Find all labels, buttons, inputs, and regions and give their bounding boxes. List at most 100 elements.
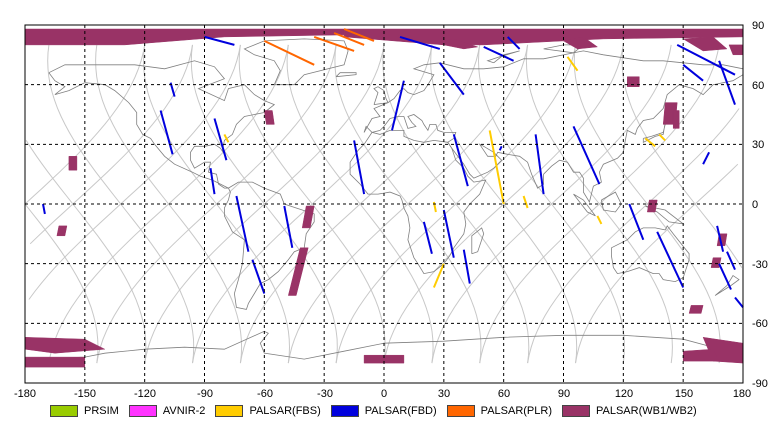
palsar-wb-swath <box>682 36 728 52</box>
palsar-wb-swath <box>24 356 86 368</box>
legend-item-palsar-wb: PALSAR(WB1/WB2) <box>562 405 697 417</box>
legend-label: PRSIM <box>84 405 119 417</box>
lon-tick-label: -30 <box>317 388 333 400</box>
map-background <box>25 25 743 383</box>
coastline-layer <box>24 38 744 360</box>
lon-tick-label: -60 <box>257 388 273 400</box>
palsar-fbs-swath <box>644 137 656 148</box>
orbit-track <box>24 44 146 205</box>
palsar-wb-swath <box>562 36 599 50</box>
lon-tick-label: -120 <box>134 388 156 400</box>
legend-label: AVNIR-2 <box>162 405 206 417</box>
lon-tick-label: 180 <box>733 388 751 400</box>
legend-swatch <box>215 405 244 417</box>
orbit-track <box>95 44 243 364</box>
lat-tick-label: 90 <box>752 20 764 32</box>
palsar-wb-swath <box>363 354 405 364</box>
palsar-fbd-swath <box>462 249 471 284</box>
palsar-fbd-swath <box>656 231 685 288</box>
coastline <box>223 181 315 310</box>
palsar-fbd-swath <box>718 263 732 290</box>
orbit-track <box>190 44 338 364</box>
coastline <box>601 191 622 213</box>
palsar-fbd-swath <box>442 209 455 258</box>
legend-item-palsar-fbd: PALSAR(FBD) <box>330 405 437 417</box>
lon-tick-label: -150 <box>74 388 96 400</box>
lon-tick-label: 150 <box>675 388 693 400</box>
palsar-fbd-swath <box>498 145 503 151</box>
palsar-fbs-swath <box>658 133 666 142</box>
coastline <box>373 86 389 105</box>
palsar-fbs-swath <box>432 263 445 288</box>
palsar-fbd-swath <box>702 151 710 165</box>
orbit-track <box>238 44 386 364</box>
palsar-fbs-swath <box>522 195 529 209</box>
legend-item-palsar-fbs: PALSAR(FBS) <box>215 405 321 417</box>
orbit-track <box>25 140 147 364</box>
lon-tick-label: 60 <box>498 388 510 400</box>
palsar-fbd-swath <box>42 203 46 215</box>
palsar-wb-swath <box>688 305 704 314</box>
orbit-track <box>527 108 740 364</box>
palsar-wb-swath <box>682 348 720 362</box>
palsar-fbd-swath <box>716 225 725 252</box>
orbit-track <box>47 44 195 364</box>
palsar-fbd-swath <box>628 203 645 241</box>
lon-tick-label: 0 <box>381 388 387 400</box>
palsar-fbd-swath <box>209 168 216 195</box>
orbit-track <box>286 44 434 364</box>
coastline <box>471 227 485 255</box>
lat-tick-label: -30 <box>752 259 768 271</box>
legend-item-palsar-plr: PALSAR(PLR) <box>446 405 552 417</box>
legend-swatch <box>330 405 359 417</box>
legend-label: PALSAR(FBD) <box>364 405 437 417</box>
legend-label: PALSAR(FBS) <box>249 405 321 417</box>
palsar-fbd-swath <box>452 134 469 187</box>
coastline <box>714 275 740 296</box>
lon-tick-label: 120 <box>615 388 633 400</box>
orbit-track <box>621 44 743 268</box>
palsar-fbd-swath <box>676 44 736 76</box>
palsar-plr-swath <box>263 39 315 66</box>
palsar-wb-swath <box>264 110 275 125</box>
palsar-fbs-swath <box>488 130 505 205</box>
legend-label: PALSAR(WB1/WB2) <box>596 405 697 417</box>
lon-tick-label: 90 <box>558 388 570 400</box>
orbit-track <box>334 44 482 364</box>
orbit-track <box>573 44 721 364</box>
palsar-wb-swath <box>68 156 78 171</box>
lat-tick-label: 0 <box>752 199 758 211</box>
palsar-wb-swath <box>710 257 722 268</box>
palsar-fbd-swath <box>235 195 250 252</box>
palsar-plr-swath <box>343 28 375 42</box>
palsar-fbs-swath <box>223 133 230 143</box>
lat-tick-label: -90 <box>752 378 768 390</box>
palsar-fbs-swath <box>566 56 579 72</box>
palsar-wb-swath <box>627 76 640 87</box>
palsar-wb-swath <box>672 110 680 129</box>
palsar-fbd-swath <box>726 251 736 271</box>
legend-item-avnir2: AVNIR-2 <box>128 405 206 417</box>
orbit-track <box>142 44 291 364</box>
palsar-fbd-swath <box>718 60 736 105</box>
palsar-fbs-swath <box>596 215 603 225</box>
palsar-fbd-swath <box>391 80 405 131</box>
palsar-fbd-swath <box>399 35 441 50</box>
lat-tick-label: -60 <box>752 318 768 330</box>
legend-swatch <box>562 405 590 417</box>
coastline <box>335 72 357 78</box>
palsar-wb-swath <box>287 247 309 296</box>
orbit-track <box>477 44 626 364</box>
lon-tick-label: 30 <box>438 388 450 400</box>
palsar-fbd-swath <box>422 221 433 254</box>
palsar-fbd-swath <box>682 64 704 82</box>
legend-item-prism: PRSIM <box>50 405 119 417</box>
orbit-track <box>382 44 530 364</box>
palsar-fbd-swath <box>251 259 266 294</box>
palsar-wb-swath <box>301 205 315 229</box>
tick-label-layer: -180 -150 -120 -90 -60 -30 0 30 60 90 12… <box>14 20 768 400</box>
legend-label: PALSAR(PLR) <box>480 405 552 417</box>
lat-tick-label: 60 <box>752 80 764 92</box>
legend: PRSIM AVNIR-2 PALSAR(FBS) PALSAR(FBD) PA… <box>50 403 707 419</box>
